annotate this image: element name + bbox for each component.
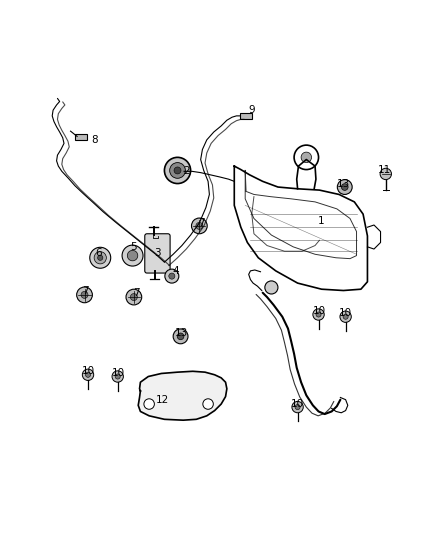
Circle shape [292, 401, 303, 413]
Bar [75, 134, 87, 140]
Text: 8: 8 [91, 135, 98, 145]
Circle shape [173, 329, 188, 344]
Text: 10: 10 [81, 366, 95, 376]
Circle shape [122, 245, 143, 266]
Circle shape [165, 269, 179, 283]
Circle shape [301, 152, 311, 163]
Circle shape [127, 251, 138, 261]
Text: 11: 11 [378, 165, 392, 175]
Circle shape [380, 168, 392, 180]
Circle shape [265, 281, 278, 294]
Text: 3: 3 [155, 248, 161, 259]
Circle shape [115, 374, 120, 379]
Circle shape [340, 311, 351, 322]
Text: 6: 6 [95, 248, 102, 259]
Circle shape [196, 222, 203, 229]
Text: 10: 10 [291, 399, 304, 409]
Circle shape [343, 314, 348, 319]
Circle shape [85, 372, 91, 377]
Circle shape [81, 292, 88, 298]
Polygon shape [138, 372, 227, 420]
Circle shape [82, 369, 94, 381]
Text: 7: 7 [133, 288, 139, 298]
Circle shape [337, 180, 352, 195]
Text: 5: 5 [131, 242, 137, 252]
Circle shape [90, 247, 111, 268]
Circle shape [191, 218, 207, 234]
Circle shape [169, 273, 175, 279]
Circle shape [77, 287, 92, 303]
Text: 2: 2 [183, 166, 190, 176]
Text: 7: 7 [198, 218, 205, 228]
Circle shape [144, 399, 154, 409]
Circle shape [170, 163, 185, 179]
Text: 13: 13 [337, 179, 350, 189]
Text: 10: 10 [339, 308, 352, 318]
Text: 4: 4 [172, 266, 179, 276]
Text: 7: 7 [82, 286, 89, 295]
Text: 10: 10 [313, 306, 326, 316]
FancyBboxPatch shape [145, 234, 170, 273]
Circle shape [98, 255, 103, 261]
Circle shape [316, 312, 321, 317]
Circle shape [295, 405, 300, 410]
Text: 1: 1 [318, 216, 325, 225]
Text: 13: 13 [175, 328, 188, 338]
Circle shape [203, 399, 213, 409]
Circle shape [126, 289, 142, 305]
Circle shape [131, 294, 138, 301]
Circle shape [313, 309, 324, 320]
Circle shape [164, 157, 191, 183]
Text: 12: 12 [155, 394, 169, 405]
Text: 9: 9 [248, 105, 255, 115]
Text: 10: 10 [112, 368, 125, 377]
Circle shape [174, 167, 181, 174]
Circle shape [112, 371, 124, 382]
Circle shape [94, 252, 106, 264]
Circle shape [341, 184, 348, 190]
Bar [240, 113, 252, 119]
Circle shape [177, 333, 184, 340]
